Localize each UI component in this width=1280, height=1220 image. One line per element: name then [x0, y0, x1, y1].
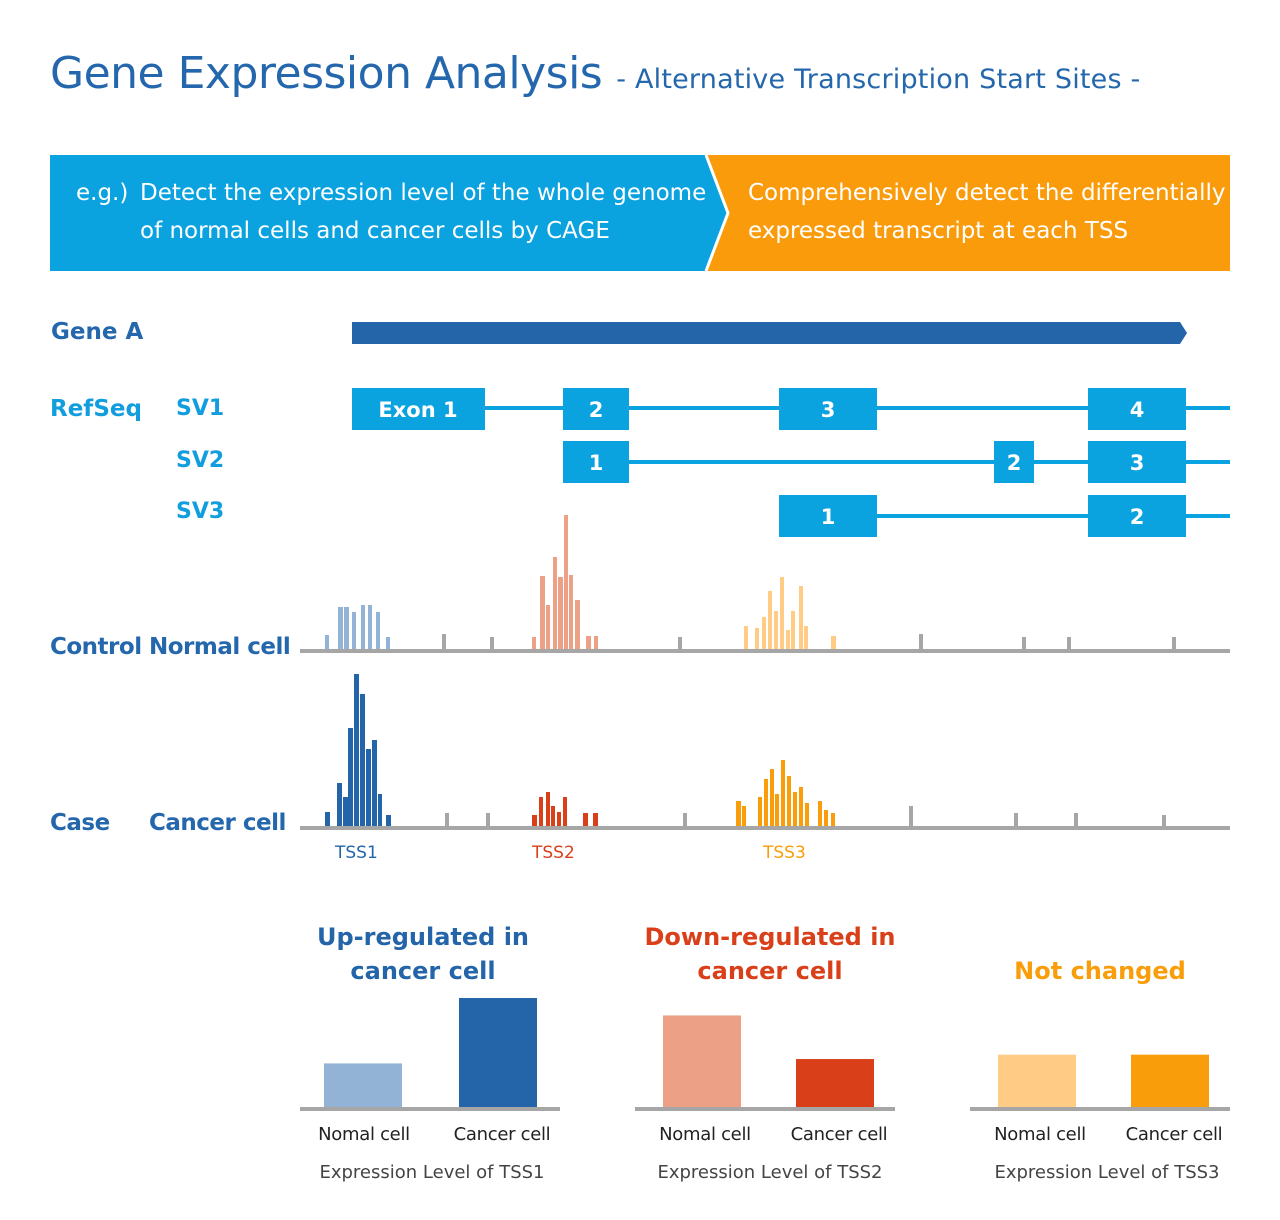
sv1-exon-1-label: Exon 1 — [378, 398, 457, 422]
case-tss1-peak — [325, 674, 391, 826]
gene-a-label: Gene A — [51, 319, 144, 345]
refseq-label: RefSeq — [50, 396, 142, 422]
sv3-track — [779, 495, 1230, 537]
sv1-exon-3-label: 3 — [821, 398, 836, 422]
tss3-label: TSS3 — [763, 843, 806, 863]
sv2-exon-3-label: 3 — [1130, 451, 1145, 475]
sv3-exon-1 — [779, 495, 877, 537]
banner-right-line1: Comprehensively detect the differentiall… — [748, 180, 1226, 206]
page-subtitle: - Alternative Transcription Start Sites … — [616, 64, 1141, 95]
sv3-exon-2 — [1088, 495, 1186, 537]
sv3-exon-1-label: 1 — [821, 505, 836, 529]
control-axis — [300, 649, 1230, 653]
control-tss2-peak — [532, 515, 598, 649]
sv1-label: SV1 — [176, 396, 225, 421]
sv2-exon-1 — [563, 441, 629, 483]
control-sample-label: Normal cell — [149, 634, 291, 660]
sv1-track — [352, 388, 1230, 430]
sv3-exon-2-label: 2 — [1130, 505, 1145, 529]
control-tss3-peak — [744, 577, 836, 649]
chart1-caption: Expression Level of TSS1 — [319, 1162, 545, 1183]
chart3-title: Not changed — [1014, 957, 1186, 985]
chart2-category-cancer: Cancer cell — [790, 1124, 888, 1145]
sv2-track — [563, 441, 1230, 483]
banner-divider — [704, 154, 730, 272]
chart1-category-normal: Nomal cell — [318, 1124, 410, 1145]
sv2-exon-1-label: 1 — [589, 451, 604, 475]
control-tss1-peak — [325, 605, 390, 649]
control-track — [300, 515, 1230, 653]
chart1-title: Up-regulated in cancer cell — [316, 923, 530, 985]
chart2-caption: Expression Level of TSS2 — [657, 1162, 883, 1183]
sv1-exon-4-label: 4 — [1130, 398, 1145, 422]
banner-left-arrow — [50, 155, 728, 271]
chart3-category-normal: Nomal cell — [994, 1124, 1086, 1145]
banner-left-line1: Detect the expression level of the whole… — [140, 180, 707, 206]
banner-right-line2: expressed transcript at each TSS — [748, 218, 1129, 244]
tss1-label: TSS1 — [335, 843, 378, 863]
sv2-exon-2-label: 2 — [1007, 451, 1022, 475]
gene-a-arrow — [352, 322, 1187, 344]
sv1-exon-4 — [1088, 388, 1186, 430]
chart1-bar-normal — [324, 1063, 402, 1107]
chart2-category-normal: Nomal cell — [659, 1124, 751, 1145]
case-tss3-peak — [736, 760, 835, 826]
sv3-label: SV3 — [176, 499, 225, 524]
control-group-label: Control — [50, 634, 142, 660]
case-sample-label: Cancer cell — [149, 810, 286, 836]
sv2-exon-3 — [1088, 441, 1186, 483]
chart1-baseline — [300, 1107, 560, 1111]
banner-eg-label: e.g.) — [76, 180, 129, 206]
chart2-bar-normal — [663, 1015, 741, 1107]
chart1-category-cancer: Cancer cell — [453, 1124, 551, 1145]
case-axis — [300, 826, 1230, 830]
banner-left-line2: of normal cells and cancer cells by CAGE — [140, 218, 610, 244]
sv2-label: SV2 — [176, 448, 225, 473]
chart3-baseline — [970, 1107, 1230, 1111]
sv1-exon-3 — [779, 388, 877, 430]
summary-bar-charts — [324, 998, 1209, 1107]
case-tss2-peak — [532, 792, 598, 826]
chart3-caption: Expression Level of TSS3 — [994, 1162, 1220, 1183]
case-group-label: Case — [50, 810, 110, 836]
chart2-bar-cancer — [796, 1059, 874, 1107]
chart3-bar-normal — [998, 1054, 1076, 1107]
sv2-exon-2 — [994, 441, 1034, 483]
sv1-exon-2 — [563, 388, 629, 430]
chart3-category-cancer: Cancer cell — [1125, 1124, 1223, 1145]
chart3-bar-cancer — [1131, 1054, 1209, 1107]
case-track — [300, 674, 1230, 830]
chart2-baseline — [635, 1107, 895, 1111]
tss2-label: TSS2 — [532, 843, 575, 863]
chart2-title: Down-regulated in cancer cell — [644, 923, 896, 985]
header: Gene Expression Analysis - Alternative Tr… — [50, 48, 1140, 99]
sv1-exon-1 — [352, 388, 485, 430]
page-title: Gene Expression Analysis — [50, 48, 603, 99]
sv1-exon-2-label: 2 — [589, 398, 604, 422]
chart1-bar-cancer — [459, 998, 537, 1107]
